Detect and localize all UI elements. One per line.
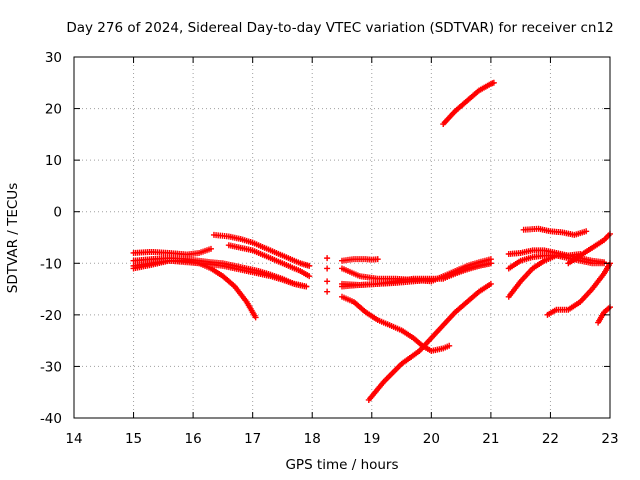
data-point xyxy=(374,256,381,263)
data-point xyxy=(324,288,331,295)
y-tick-label: -10 xyxy=(40,256,62,272)
series-track-19 xyxy=(565,230,613,267)
data-point xyxy=(303,283,310,290)
series-track-11 xyxy=(339,260,494,290)
data-point xyxy=(324,255,331,262)
series-track-5 xyxy=(210,231,313,269)
data-point xyxy=(490,79,497,86)
data-point xyxy=(487,280,494,287)
x-tick-label: 22 xyxy=(542,431,559,447)
y-tick-label: 20 xyxy=(45,102,62,118)
series-track-4 xyxy=(130,245,214,258)
series-track-3 xyxy=(130,257,310,290)
series-track-20 xyxy=(544,260,613,318)
data-point xyxy=(324,265,331,272)
data-point xyxy=(252,314,259,321)
series-track-18 xyxy=(520,225,590,238)
x-tick-label: 19 xyxy=(363,431,380,447)
y-tick-label: -30 xyxy=(40,359,62,375)
series-track-17 xyxy=(505,247,584,259)
x-tick-label: 17 xyxy=(244,431,261,447)
series-track-7 xyxy=(324,255,331,295)
y-tick-label: 10 xyxy=(45,153,62,169)
data-point xyxy=(207,245,214,252)
data-point xyxy=(446,342,453,349)
x-tick-label: 14 xyxy=(65,431,82,447)
x-tick-label: 23 xyxy=(601,431,618,447)
y-tick-label: -20 xyxy=(40,308,62,324)
data-points xyxy=(130,79,613,403)
series-track-16 xyxy=(505,252,608,272)
series-track-8 xyxy=(339,256,381,264)
x-tick-label: 21 xyxy=(482,431,499,447)
x-axis-label: GPS time / hours xyxy=(285,457,398,473)
x-tick-label: 20 xyxy=(423,431,440,447)
data-point xyxy=(306,262,313,269)
y-axis-ticks: -40 -30 -20 -10 0 10 20 30 xyxy=(40,50,610,427)
data-point xyxy=(306,273,313,280)
y-tick-label: -40 xyxy=(40,411,62,427)
data-point xyxy=(324,278,331,285)
data-point xyxy=(487,260,494,267)
series-track-13 xyxy=(365,280,494,403)
y-tick-label: 30 xyxy=(45,50,62,66)
y-tick-label: 0 xyxy=(53,205,62,221)
plot-frame xyxy=(73,56,611,419)
chart-title: Day 276 of 2024, Sidereal Day-to-day VTE… xyxy=(66,20,613,36)
x-tick-label: 15 xyxy=(125,431,142,447)
x-axis-ticks: 14 15 16 17 18 19 20 21 22 23 xyxy=(65,57,619,447)
x-tick-label: 18 xyxy=(304,431,321,447)
series-track-6 xyxy=(225,242,313,280)
series-track-14 xyxy=(440,79,497,128)
data-point xyxy=(583,228,590,235)
x-tick-label: 16 xyxy=(185,431,202,447)
y-axis-label: SDTVAR / TECUs xyxy=(5,183,21,293)
